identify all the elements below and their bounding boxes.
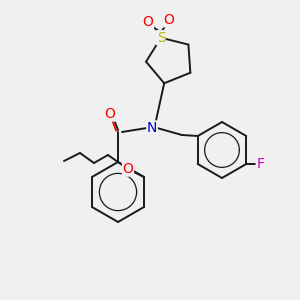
Text: O: O (122, 162, 134, 176)
Text: O: O (105, 107, 116, 121)
Text: N: N (147, 121, 157, 135)
Text: F: F (256, 157, 264, 171)
Text: O: O (164, 13, 174, 27)
Text: O: O (142, 15, 153, 29)
Text: S: S (157, 31, 165, 45)
